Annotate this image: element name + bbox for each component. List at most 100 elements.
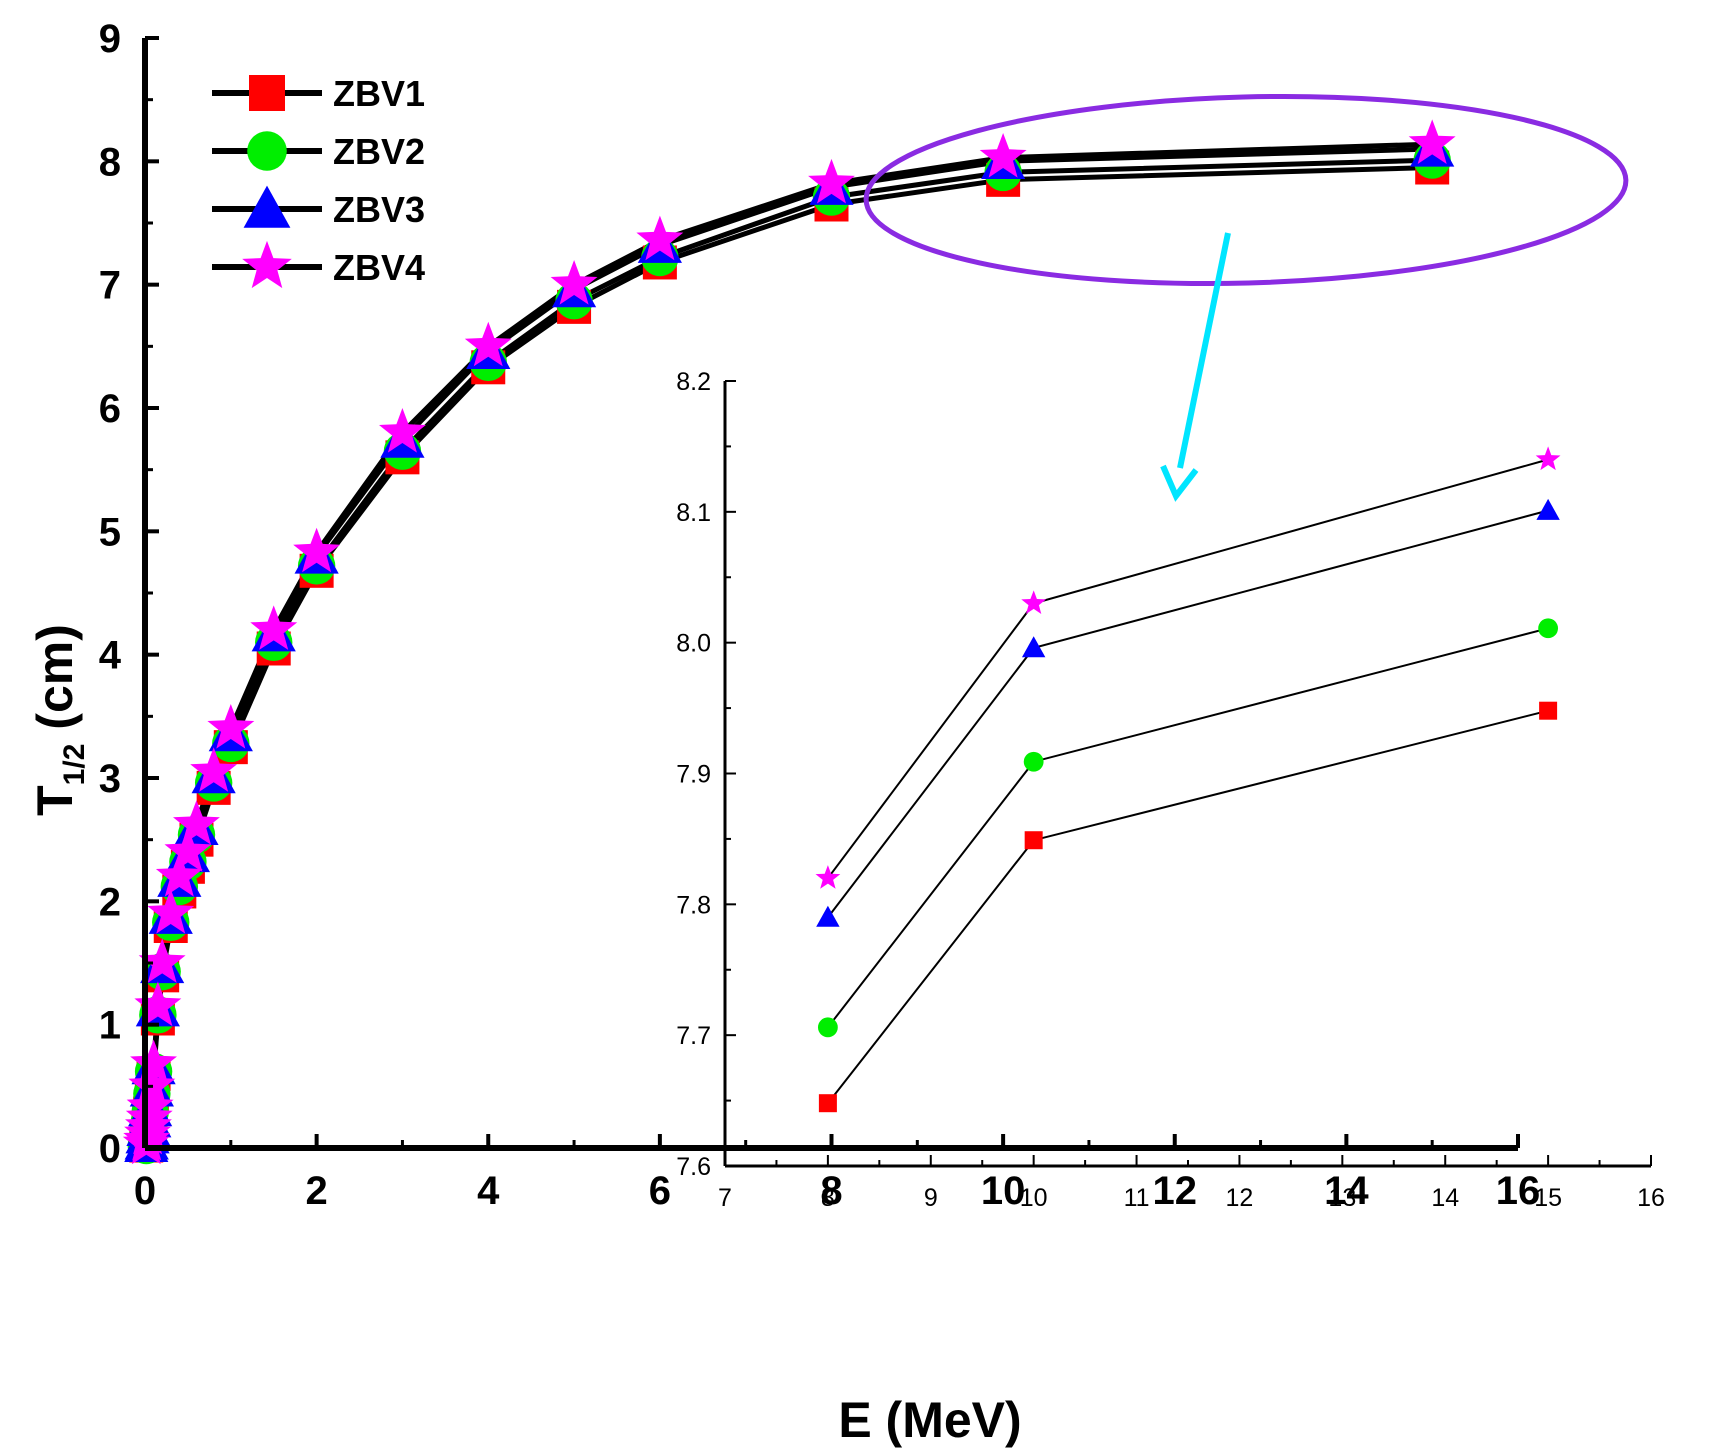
x-tick-label: 14: [1324, 1169, 1369, 1213]
point-zbv4: [164, 827, 212, 872]
point-zbv4: [550, 260, 598, 305]
inset-point-zbv4: [1535, 446, 1561, 471]
legend-marker-zbv1: [249, 75, 285, 111]
inset-point-zbv1: [818, 1094, 837, 1113]
inset-y-tick-label: 8.1: [676, 499, 711, 527]
axis-titles: E (MeV) T1/2 (cm): [27, 624, 1022, 1448]
x-tick-label: 16: [1496, 1169, 1541, 1213]
inset-point-zbv2: [817, 1017, 838, 1038]
point-zbv4: [126, 1082, 174, 1128]
y-tick-label: 0: [99, 1127, 121, 1171]
inset-x-tick-label: 12: [1226, 1184, 1254, 1212]
point-zbv4: [147, 889, 195, 934]
inset-y-tick-label: 7.9: [676, 761, 711, 789]
legend-item-zbv1: ZBV1: [212, 73, 425, 114]
y-axis-title: T1/2 (cm): [27, 624, 91, 816]
inset-x-tick-label: 10: [1020, 1184, 1048, 1212]
inset-series-line-zbv4: [827, 458, 1549, 879]
x-tick-label: 4: [477, 1169, 500, 1213]
inset-point-zbv4: [1021, 590, 1047, 614]
y-tick-label: 5: [99, 510, 121, 554]
main-series-lines: [143, 141, 1433, 1146]
point-zbv4: [293, 527, 341, 573]
series-line-zbv1: [143, 165, 1433, 1146]
x-tick-label: 10: [981, 1169, 1026, 1213]
y-tick-label: 4: [99, 634, 122, 678]
inset-plot: 7 8 9 10 11 12 13 14 15 167.67.77.87.98.08.18.2: [676, 368, 1665, 1212]
main-series-markers: [122, 119, 1456, 1165]
inset-x-tick-label: 14: [1431, 1184, 1459, 1212]
legend-label: ZBV2: [333, 131, 425, 172]
point-zbv4: [636, 215, 684, 261]
inset-y-tick-label: 8.0: [676, 630, 711, 658]
y-axis-title-unit: (cm): [27, 624, 83, 743]
series-line-zbv2: [143, 157, 1433, 1146]
inset-series-line-zbv3: [827, 509, 1549, 919]
x-tick-label: 8: [820, 1169, 842, 1213]
point-zbv4: [1408, 119, 1456, 164]
x-tick-label: 2: [306, 1169, 328, 1213]
inset-point-zbv1: [1539, 701, 1558, 720]
inset-y-tick-label: 7.7: [676, 1022, 711, 1050]
inset-x-tick-label: 7: [718, 1184, 732, 1212]
point-zbv4: [207, 704, 255, 749]
zoom-ellipse: [863, 94, 1629, 286]
inset-point-zbv3: [816, 905, 840, 927]
y-axis-title-subscript: 1/2: [58, 744, 91, 786]
point-zbv4: [138, 938, 186, 983]
y-axis-title-main: T: [27, 785, 83, 816]
inset-axes: 7 8 9 10 11 12 13 14 15 167.67.77.87.98.08.18.2: [676, 368, 1665, 1212]
point-zbv4: [134, 981, 182, 1027]
point-zbv4: [379, 408, 426, 453]
legend-marker-zbv2: [247, 131, 287, 171]
point-zbv4: [808, 158, 855, 204]
point-zbv4: [128, 1061, 176, 1107]
inset-point-zbv2: [1023, 751, 1044, 772]
legend-label: ZBV4: [333, 247, 425, 288]
inset-point-zbv4: [815, 865, 841, 889]
inset-x-tick-label: 11: [1124, 1184, 1150, 1212]
inset-x-tick-label: 13: [1328, 1184, 1356, 1212]
inset-point-zbv1: [1024, 831, 1043, 850]
inset-series-line-zbv2: [827, 627, 1549, 1028]
inset-series-lines: [827, 458, 1549, 1104]
legend: ZBV1 ZBV2 ZBV3 ZBV4: [212, 73, 425, 289]
inset-y-tick-label: 8.2: [676, 368, 711, 396]
legend-label: ZBV1: [333, 73, 425, 114]
point-zbv4: [155, 852, 203, 897]
inset-point-zbv3: [1021, 636, 1046, 658]
legend-marker-zbv4: [242, 240, 292, 289]
zoom-arrow: [1177, 232, 1231, 469]
y-tick-label: 8: [99, 140, 121, 184]
y-tick-label: 7: [99, 264, 121, 308]
inset-x-tick-label: 15: [1534, 1184, 1562, 1212]
point-zbv4: [979, 133, 1027, 178]
series-line-zbv4: [143, 141, 1433, 1145]
inset-point-zbv3: [1536, 498, 1560, 520]
inset-x-tick-label: 16: [1637, 1184, 1665, 1212]
y-tick-label: 1: [99, 1004, 121, 1048]
y-tick-label: 9: [99, 17, 121, 61]
legend-item-zbv3: ZBV3: [212, 185, 425, 230]
x-axis-title: E (MeV): [838, 1392, 1021, 1448]
x-tick-label: 12: [1153, 1169, 1198, 1213]
y-tick-label: 2: [99, 880, 121, 924]
inset-y-tick-label: 7.6: [676, 1153, 711, 1181]
legend-item-zbv4: ZBV4: [212, 240, 425, 289]
point-zbv4: [130, 1039, 177, 1085]
y-tick-label: 6: [99, 387, 121, 431]
point-zbv4: [250, 605, 298, 650]
point-zbv4: [173, 800, 220, 845]
y-tick-label: 3: [99, 757, 121, 801]
inset-x-tick-label: 9: [924, 1184, 938, 1212]
zoom-annotation: [863, 94, 1629, 502]
inset-series-markers: [815, 446, 1561, 1113]
inset-point-zbv2: [1538, 618, 1559, 639]
series-line-zbv3: [143, 146, 1433, 1145]
x-tick-label: 6: [649, 1169, 671, 1213]
inset-series-line-zbv1: [827, 709, 1549, 1104]
legend-label: ZBV3: [333, 189, 425, 230]
